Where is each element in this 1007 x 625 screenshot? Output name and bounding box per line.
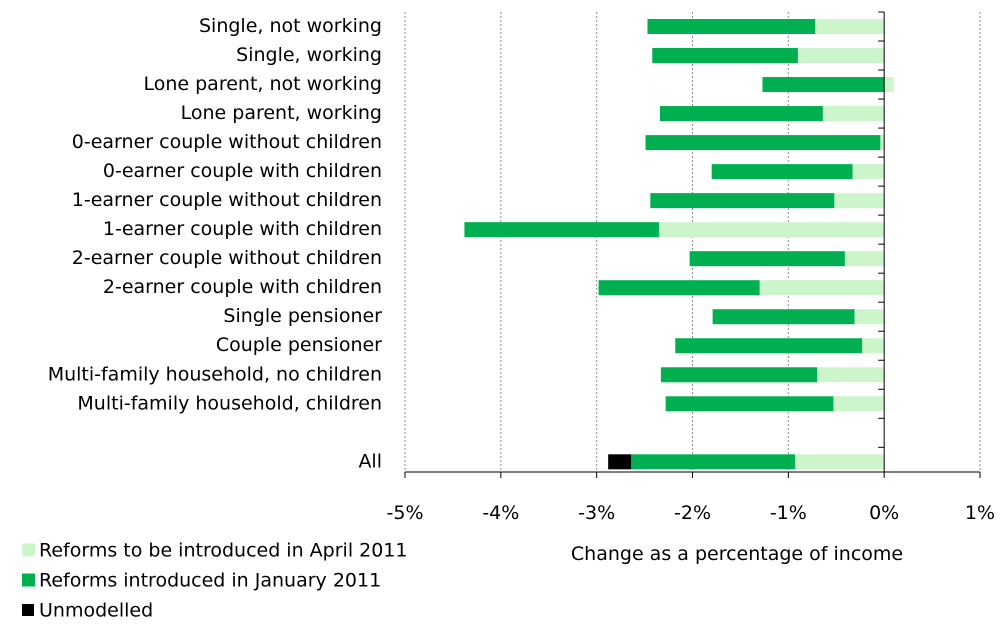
bar-april-2011 (862, 338, 885, 354)
x-tick-label: -2% (674, 502, 711, 524)
bar-april-2011 (797, 48, 885, 64)
bar-january-2011 (598, 280, 760, 296)
bar-january-2011 (762, 77, 885, 93)
bar-january-2011 (712, 309, 855, 325)
legend: Reforms to be introduced in April 2011 Re… (22, 540, 408, 622)
category-label: Single, working (236, 44, 382, 66)
bar-january-2011 (652, 48, 798, 64)
category-label: Couple pensioner (216, 334, 382, 356)
category-label: 1-earner couple with children (103, 218, 382, 240)
bar-january-2011 (650, 193, 835, 209)
x-tick-label: 1% (965, 502, 995, 524)
legend-swatch (22, 573, 35, 587)
category-label: All (358, 450, 382, 472)
bar-april-2011 (884, 77, 894, 93)
bar-april-2011 (817, 367, 885, 383)
bar-april-2011 (658, 222, 885, 238)
bar-unmodelled (608, 454, 632, 470)
category-label: Lone parent, not working (143, 73, 382, 95)
bar-january-2011 (660, 367, 818, 383)
bar-january-2011 (689, 251, 845, 267)
legend-item: Reforms introduced in January 2011 (22, 570, 381, 592)
bar-january-2011 (665, 396, 834, 412)
bar-january-2011 (464, 222, 659, 238)
bar-january-2011 (675, 338, 863, 354)
x-tick-label: 0% (869, 502, 899, 524)
bars (464, 19, 894, 470)
category-label: 1-earner couple without children (72, 189, 382, 211)
legend-label: Reforms introduced in January 2011 (39, 570, 381, 592)
bar-april-2011 (815, 19, 885, 34)
axes (404, 11, 981, 478)
x-tick-label: -4% (482, 502, 519, 524)
bar-january-2011 (645, 135, 881, 151)
bar-april-2011 (833, 396, 885, 412)
legend-label: Unmodelled (39, 600, 153, 622)
category-label: 2-earner couple without children (72, 247, 382, 269)
category-label: Multi-family household, children (77, 392, 382, 414)
category-label: 0-earner couple without children (72, 131, 382, 153)
legend-item: Reforms to be introduced in April 2011 (22, 540, 408, 562)
bar-april-2011 (880, 135, 885, 151)
bar-january-2011 (659, 106, 823, 122)
category-label: 2-earner couple with children (103, 276, 382, 298)
category-labels: Single, not working Single, working Lone p… (48, 15, 382, 472)
category-label: Multi-family household, no children (48, 363, 382, 385)
category-label: Lone parent, working (181, 102, 382, 124)
bar-january-2011 (647, 19, 816, 34)
x-tick-label: -5% (387, 502, 424, 524)
bar-april-2011 (834, 193, 885, 209)
bar-january-2011 (631, 454, 796, 470)
legend-label: Reforms to be introduced in April 2011 (39, 540, 408, 562)
category-label: Single pensioner (223, 305, 382, 327)
bar-april-2011 (759, 280, 885, 296)
x-tick-label: -1% (770, 502, 807, 524)
bar-april-2011 (844, 251, 885, 267)
bar-april-2011 (852, 164, 885, 180)
bar-april-2011 (854, 309, 885, 325)
x-axis-label: Change as a percentage of income (571, 543, 903, 565)
legend-swatch (22, 543, 35, 557)
x-tick-labels: -5% -4% -3% -2% -1% 0% 1% (387, 502, 996, 524)
bar-april-2011 (795, 454, 885, 470)
bar-april-2011 (822, 106, 885, 122)
legend-swatch (22, 604, 34, 616)
x-tick-label: -3% (578, 502, 615, 524)
category-label: Single, not working (199, 15, 382, 37)
bar-january-2011 (711, 164, 853, 180)
category-label: 0-earner couple with children (103, 160, 382, 182)
legend-item: Unmodelled (22, 600, 153, 622)
